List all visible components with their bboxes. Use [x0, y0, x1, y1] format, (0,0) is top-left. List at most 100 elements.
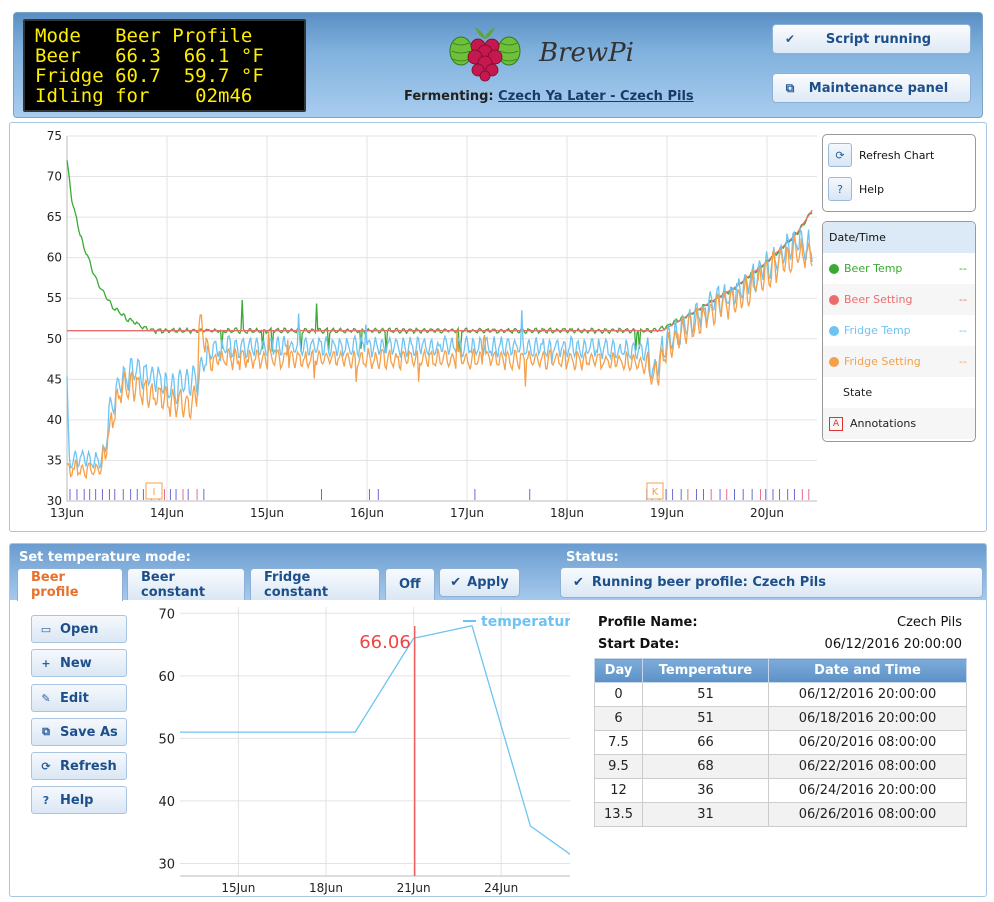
refresh-icon: ⟳: [828, 143, 852, 167]
tab-fridge-constant[interactable]: Fridge constant: [250, 568, 380, 600]
legend-name: State: [843, 386, 873, 399]
x-tick-label: 16Jun: [350, 506, 384, 520]
plus-icon: +: [41, 656, 51, 670]
legend-beer-temp[interactable]: Beer Temp --: [823, 253, 975, 284]
y-tick-label: 55: [47, 291, 62, 305]
help-icon: ?: [828, 177, 852, 201]
cell-date[interactable]: 06/18/2016 20:00:00: [768, 706, 967, 731]
button-label: New: [60, 655, 92, 671]
cell-date[interactable]: 06/12/2016 20:00:00: [768, 682, 967, 707]
svg-text:BrewPi: BrewPi: [538, 38, 634, 68]
apply-label: Apply: [467, 575, 509, 590]
legend-state[interactable]: State: [823, 377, 975, 408]
edit-profile-button[interactable]: ✎ Edit: [31, 684, 127, 712]
y-tick-label: 70: [47, 170, 62, 184]
x-tick-label: 17Jun: [450, 506, 484, 520]
help-icon: ?: [42, 793, 50, 807]
refresh-profile-button[interactable]: ⟳ Refresh: [31, 752, 127, 780]
legend-value: --: [959, 262, 967, 275]
legend-fridge-temp[interactable]: Fridge Temp --: [823, 315, 975, 346]
maintenance-panel-button[interactable]: ⧉ Maintenance panel: [772, 73, 971, 103]
refresh-icon: ⟳: [41, 759, 51, 773]
table-row[interactable]: 13.5 31 06/26/2016 08:00:00: [594, 802, 967, 827]
tab-off[interactable]: Off: [385, 568, 435, 600]
table-row[interactable]: 7.5 66 06/20/2016 08:00:00: [594, 730, 967, 755]
x-tick-label: 19Jun: [650, 506, 684, 520]
script-status-button[interactable]: ✔ Script running: [772, 24, 971, 54]
cell-temp[interactable]: 68: [642, 754, 769, 779]
tab-beer-constant[interactable]: Beer constant: [127, 568, 245, 600]
legend-name: Beer Setting: [844, 293, 913, 306]
annotation-marker: [646, 482, 664, 500]
cell-day[interactable]: 0: [594, 682, 643, 707]
folder-icon: ▭: [40, 622, 52, 636]
cell-day[interactable]: 9.5: [594, 754, 643, 779]
y-tick-label: 50: [47, 332, 62, 346]
profile-chart[interactable]: 30 40 50 60 70 15Jun 18Jun 21Jun 24Jun temperatur…: [130, 602, 570, 896]
y-tick-label: 40: [158, 795, 175, 810]
x-tick-label: 24Jun: [484, 881, 518, 895]
cell-day[interactable]: 12: [594, 778, 643, 803]
tab-beer-profile[interactable]: Beer profile: [17, 568, 123, 601]
maintenance-label: Maintenance panel: [808, 80, 949, 96]
legend-beer-setting[interactable]: Beer Setting --: [823, 284, 975, 315]
annotation-icon: A: [829, 416, 843, 431]
x-tick-label: 15Jun: [221, 881, 255, 895]
chart-help-label: Help: [859, 182, 885, 196]
refresh-chart-button[interactable]: ⟳ Refresh Chart: [828, 143, 934, 167]
button-label: Save As: [60, 724, 118, 740]
temperature-chart[interactable]: 30 35 40 45 50 55 60 65 70 75 13Jun 14Jun 15Jun 16Jun…: [10, 123, 818, 531]
annotation-marker: [145, 482, 163, 500]
y-tick-label: 65: [47, 210, 62, 224]
y-tick-label: 60: [47, 251, 62, 265]
cell-date[interactable]: 06/22/2016 08:00:00: [768, 754, 967, 779]
table-row[interactable]: 0 51 06/12/2016 20:00:00: [594, 682, 967, 707]
script-status-label: Script running: [825, 31, 932, 47]
y-tick-label: 50: [158, 732, 175, 747]
legend-name: Beer Temp: [844, 262, 903, 275]
lcd-line: Idling for 02m46: [35, 85, 253, 107]
legend-label: temperature: [481, 614, 570, 630]
cell-date[interactable]: 06/20/2016 08:00:00: [768, 730, 967, 755]
table-row[interactable]: 12 36 06/24/2016 20:00:00: [594, 778, 967, 803]
state-strip: [69, 489, 810, 500]
x-tick-label: 18Jun: [550, 506, 584, 520]
cell-date[interactable]: 06/24/2016 20:00:00: [768, 778, 967, 803]
chart-help-button[interactable]: ? Help: [828, 177, 884, 201]
series-line-beer-setting: [67, 209, 813, 332]
cell-temp[interactable]: 51: [642, 682, 769, 707]
x-tick-label: 20Jun: [750, 506, 784, 520]
refresh-chart-label: Refresh Chart: [859, 148, 935, 162]
save-as-button[interactable]: ⧉ Save As: [31, 718, 127, 746]
legend-annotations[interactable]: A Annotations: [823, 408, 975, 439]
profile-table: Day Temperature Date and Time 0 51 06/12…: [594, 658, 967, 827]
cell-date[interactable]: 06/26/2016 08:00:00: [768, 802, 967, 827]
beer-name-link[interactable]: Czech Ya Later - Czech Pils: [498, 89, 694, 104]
cell-temp[interactable]: 36: [642, 778, 769, 803]
legend-fridge-setting[interactable]: Fridge Setting --: [823, 346, 975, 377]
cell-day[interactable]: 6: [594, 706, 643, 731]
apply-button[interactable]: ✔ Apply: [439, 568, 520, 597]
cell-temp[interactable]: 31: [642, 802, 769, 827]
cell-temp[interactable]: 51: [642, 706, 769, 731]
new-profile-button[interactable]: + New: [31, 649, 127, 677]
profile-help-button[interactable]: ? Help: [31, 786, 127, 814]
table-row[interactable]: 9.5 68 06/22/2016 08:00:00: [594, 754, 967, 779]
x-tick-label: 21Jun: [397, 881, 431, 895]
cell-day[interactable]: 13.5: [594, 802, 643, 827]
cell-temp[interactable]: 66: [642, 730, 769, 755]
y-tick-label: 70: [158, 607, 175, 622]
open-profile-button[interactable]: ▭ Open: [31, 615, 127, 643]
legend-name: Annotations: [850, 417, 917, 430]
y-tick-label: 40: [47, 413, 62, 427]
fermenting-info: Fermenting: Czech Ya Later - Czech Pils: [404, 89, 694, 104]
cell-day[interactable]: 7.5: [594, 730, 643, 755]
check-icon: ✔: [450, 575, 462, 590]
y-tick-label: 75: [47, 129, 62, 143]
button-label: Refresh: [60, 758, 117, 774]
legend-value: --: [959, 355, 967, 368]
start-date-label: Start Date:: [598, 637, 680, 652]
header-bar: Mode Beer Profile Beer 66.3 66.1 °F Frid…: [13, 12, 983, 118]
fermenting-label: Fermenting:: [404, 89, 494, 104]
table-row[interactable]: 6 51 06/18/2016 20:00:00: [594, 706, 967, 731]
